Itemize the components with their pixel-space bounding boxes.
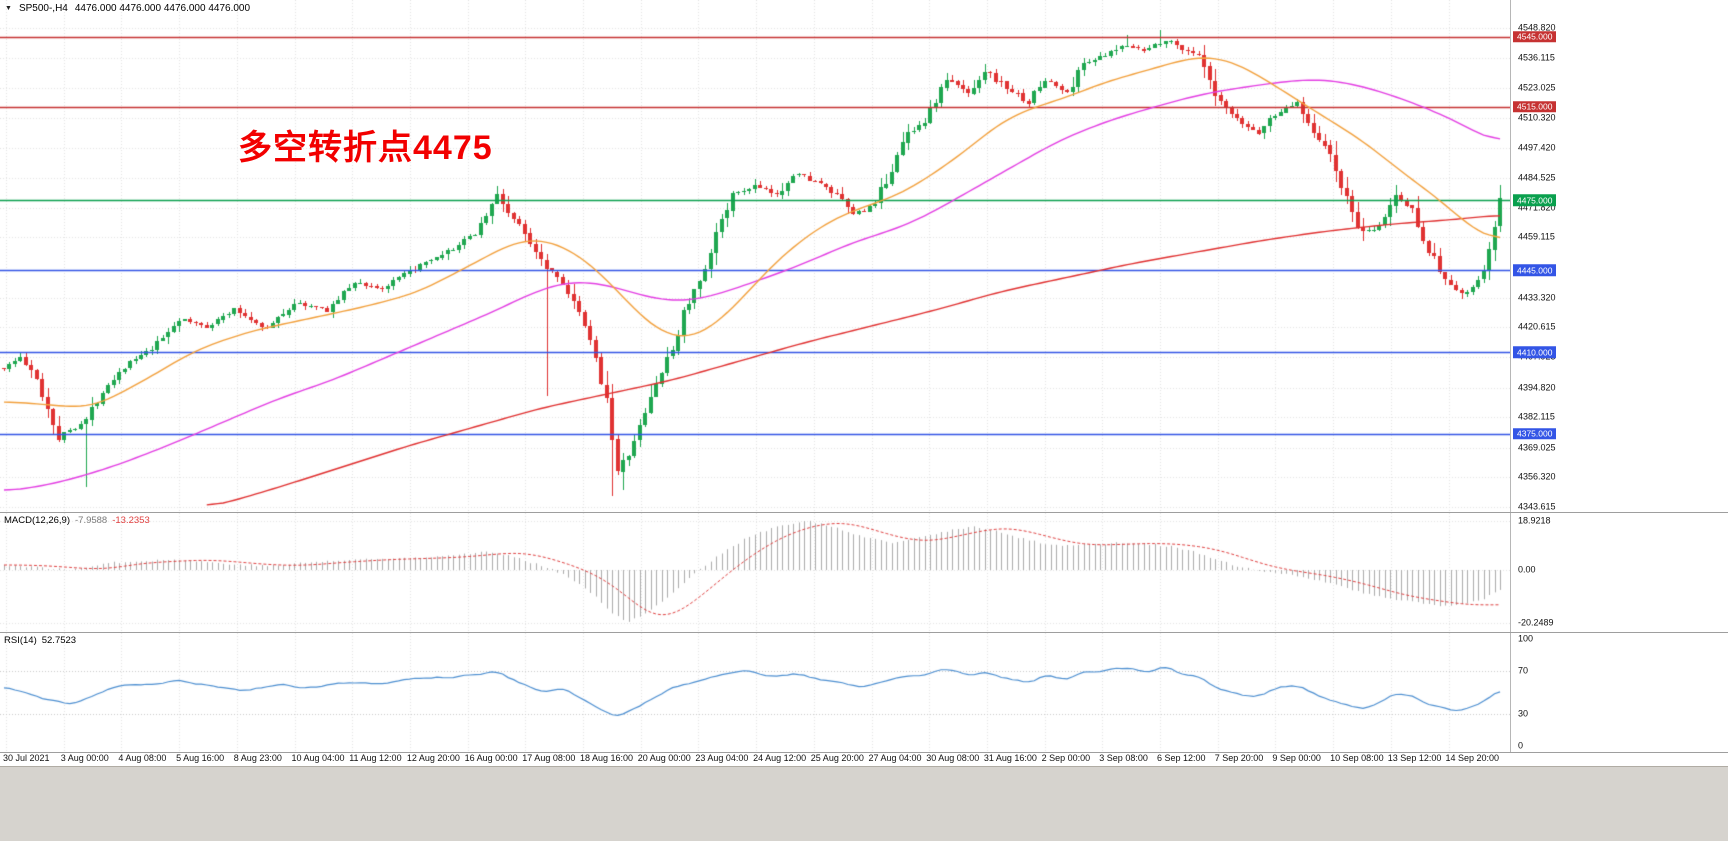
time-axis-label: 5 Aug 16:00	[176, 753, 225, 763]
macd-main-value: -7.9588	[75, 515, 108, 526]
time-axis-label: 24 Aug 12:00	[753, 753, 807, 763]
time-axis-label: 11 Aug 12:00	[349, 753, 402, 763]
time-axis-label: 30 Aug 08:00	[926, 753, 980, 763]
price-axis-label: 4471.820	[1518, 202, 1556, 213]
macd-axis[interactable]: 18.9218 0.00 -20.2489	[1510, 513, 1728, 632]
rsi-value: 52.7523	[41, 635, 77, 646]
price-axis-label: 4369.025	[1518, 442, 1556, 453]
rsi-name: RSI(14)	[4, 635, 37, 646]
time-axis-label: 17 Aug 08:00	[522, 753, 576, 763]
rsi-axis-label: 100	[1518, 633, 1534, 644]
macd-canvas[interactable]	[0, 513, 1510, 632]
time-axis-label: 6 Sep 12:00	[1157, 753, 1206, 763]
time-axis-label: 4 Aug 08:00	[118, 753, 167, 763]
time-axis-label: 18 Aug 16:00	[580, 753, 634, 763]
rsi-indicator-label: RSI(14) 52.7523	[4, 635, 76, 646]
time-axis-label: 14 Sep 20:00	[1445, 753, 1500, 763]
rsi-canvas[interactable]	[0, 633, 1510, 752]
time-axis-label: 10 Aug 04:00	[291, 753, 345, 763]
time-axis-label: 12 Aug 20:00	[406, 753, 460, 763]
price-axis-label: 4382.115	[1518, 411, 1555, 422]
time-axis-label: 16 Aug 00:00	[464, 753, 518, 763]
price-axis[interactable]: 4548.820 4536.115 4523.025 4510.320 4497.420…	[1510, 0, 1728, 512]
symbol-period-label: SP500-,H4	[18, 3, 68, 14]
macd-name: MACD(12,26,9)	[4, 515, 70, 526]
price-axis-label: 4523.025	[1518, 82, 1556, 93]
time-axis-label: 23 Aug 04:00	[695, 753, 749, 763]
macd-axis-label: -20.2489	[1518, 617, 1554, 628]
price-axis-label: 4484.525	[1518, 172, 1556, 183]
price-axis-label: 4420.615	[1518, 321, 1556, 332]
time-axis-label: 9 Sep 00:00	[1272, 753, 1321, 763]
time-axis-label: 2 Sep 00:00	[1041, 753, 1091, 763]
price-level-badge: 4515.000	[1513, 101, 1557, 113]
price-level-badge: 4410.000	[1513, 346, 1557, 358]
price-axis-label: 4394.820	[1518, 382, 1556, 392]
rsi-pane[interactable]: RSI(14) 52.7523 100 70 30 0	[0, 632, 1728, 752]
time-axis-label: 13 Sep 12:00	[1387, 753, 1442, 763]
price-level-badge: 4375.000	[1513, 428, 1557, 440]
rsi-axis-label: 30	[1518, 708, 1529, 719]
chart-title-bar: ▼ SP500-,H4 4476.000 4476.000 4476.000 4…	[5, 3, 250, 14]
time-axis[interactable]: 30 Jul 2021 3 Aug 00:00 4 Aug 08:00 5 Aug 1…	[0, 752, 1728, 766]
time-axis-label: 20 Aug 00:00	[637, 753, 691, 763]
price-axis-label: 4536.115	[1518, 52, 1555, 63]
macd-axis-label: 0.00	[1518, 564, 1536, 575]
rsi-axis-label: 0	[1518, 740, 1524, 751]
chart-annotation-text: 多空转折点4475	[238, 129, 493, 167]
time-axis-label: 27 Aug 04:00	[868, 753, 922, 763]
time-axis-label: 10 Sep 08:00	[1330, 753, 1384, 763]
time-axis-label: 30 Jul 2021	[3, 753, 50, 763]
rsi-axis[interactable]: 100 70 30 0	[1510, 633, 1728, 752]
price-axis-label: 4497.420	[1518, 142, 1556, 153]
price-axis-label: 4343.615	[1518, 501, 1556, 512]
price-axis-label: 4356.320	[1518, 471, 1556, 482]
price-axis-label: 4548.820	[1518, 22, 1556, 33]
time-axis-label: 31 Aug 16:00	[983, 753, 1037, 763]
price-axis-label: 4433.320	[1518, 292, 1556, 303]
footer-area	[0, 766, 1728, 841]
macd-axis-label: 18.9218	[1518, 515, 1551, 526]
price-axis-label: 4459.115	[1518, 231, 1555, 242]
price-level-badge: 4545.000	[1513, 31, 1557, 43]
time-axis-label: 7 Sep 20:00	[1214, 753, 1264, 763]
time-axis-label: 3 Sep 08:00	[1099, 753, 1148, 763]
main-chart-pane[interactable]: ▼ SP500-,H4 4476.000 4476.000 4476.000 4…	[0, 0, 1728, 512]
time-axis-label: 25 Aug 20:00	[810, 753, 864, 763]
price-axis-label: 4510.320	[1518, 112, 1556, 123]
macd-pane[interactable]: MACD(12,26,9) -7.9588 -13.2353 18.9218 0.…	[0, 512, 1728, 632]
symbol-dropdown-icon[interactable]: ▼	[5, 5, 12, 12]
macd-signal-value: -13.2353	[112, 515, 150, 526]
price-level-badge: 4475.000	[1513, 194, 1557, 207]
price-level-badge: 4445.000	[1513, 264, 1557, 277]
time-axis-label: 3 Aug 00:00	[60, 753, 109, 763]
macd-indicator-label: MACD(12,26,9) -7.9588 -13.2353	[4, 515, 150, 526]
time-axis-label: 8 Aug 23:00	[233, 753, 282, 763]
price-chart-canvas[interactable]	[0, 0, 1510, 512]
rsi-axis-label: 70	[1518, 665, 1529, 676]
ohlc-values: 4476.000 4476.000 4476.000 4476.000	[74, 3, 251, 14]
